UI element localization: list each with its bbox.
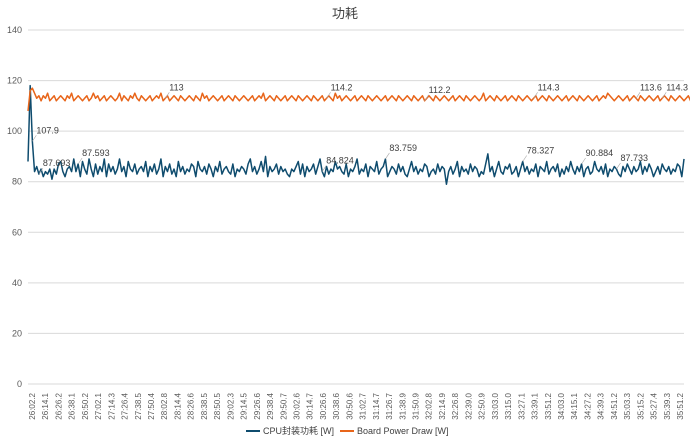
data-labels: 107.9 87.693 87.593 84.824 83.759 78.327 90.88…: [32, 82, 688, 175]
data-label-leader: [77, 157, 83, 165]
x-tick-label: 32:02.8: [425, 392, 434, 419]
x-tick-label: 27:14.3: [107, 392, 116, 419]
y-tick-label: 100: [7, 126, 22, 136]
x-tick-label: 34:27.2: [583, 392, 592, 419]
data-label-leader: [321, 165, 327, 172]
legend-label-1: Board Power Draw [W]: [357, 426, 449, 436]
x-tick-label: 32:50.9: [478, 392, 487, 419]
x-tick-label: 34:03.0: [557, 392, 566, 419]
x-tick-label: 27:02.1: [94, 392, 103, 419]
y-tick-label: 20: [12, 328, 22, 338]
x-tick-label: 33:15.0: [504, 392, 513, 419]
x-tick-label: 33:27.1: [517, 392, 526, 419]
data-label-leader: [635, 92, 641, 99]
x-tick-label: 33:39.1: [531, 392, 540, 419]
x-tick-label: 29:02.3: [226, 392, 235, 419]
data-label: 113: [169, 82, 183, 92]
x-tick-label: 33:03.0: [491, 392, 500, 419]
x-tick-label: 27:38.5: [134, 392, 143, 419]
x-tick-label: 35:03.3: [623, 392, 632, 419]
x-tick-label: 34:15.1: [570, 392, 579, 419]
y-tick-label: 60: [12, 227, 22, 237]
x-tick-label: 29:14.5: [240, 392, 249, 419]
data-label: 83.759: [389, 143, 417, 153]
data-label-leader: [326, 92, 331, 99]
x-tick-label: 33:51.2: [544, 392, 553, 419]
x-tick-label: 32:14.9: [438, 392, 447, 419]
x-tick-label: 30:14.7: [306, 392, 315, 419]
x-tick-label: 26:02.2: [28, 392, 37, 419]
x-tick-label: 28:14.4: [173, 392, 182, 419]
x-tick-label: 32:39.0: [464, 392, 473, 419]
data-label: 84.824: [326, 156, 354, 166]
data-label: 112.2: [429, 85, 451, 95]
data-label-leader: [424, 94, 429, 101]
x-tick-label: 28:26.6: [187, 392, 196, 419]
data-label-leader: [522, 155, 527, 162]
data-label: 90.884: [586, 148, 614, 158]
x-tick-label: 30:02.6: [292, 392, 301, 419]
x-tick-label: 31:38.9: [398, 392, 407, 419]
data-label: 114.3: [538, 82, 560, 92]
x-axis: 26:02.2 26:14.1 26:26.2 26:38.1 26:50.2 27:02…: [28, 392, 685, 419]
series-lines: [27, 84, 690, 185]
y-tick-label: 80: [12, 177, 22, 187]
x-tick-label: 31:02.7: [359, 392, 368, 419]
x-tick-label: 28:38.5: [200, 392, 209, 419]
x-tick-label: 31:14.7: [372, 392, 381, 419]
data-label: 87.593: [82, 148, 110, 158]
data-label: 87.693: [43, 158, 71, 168]
x-tick-label: 35:27.4: [650, 392, 659, 419]
x-tick-label: 31:26.7: [385, 392, 394, 419]
y-axis: 0 20 40 60 80 100 120 140: [7, 25, 22, 389]
y-tick-label: 0: [17, 379, 22, 389]
data-label: 114.3: [666, 82, 688, 92]
x-tick-label: 28:50.5: [213, 392, 222, 419]
series-line-0: [27, 84, 685, 185]
y-tick-label: 140: [7, 25, 22, 35]
data-label-leader: [32, 135, 37, 142]
legend-label-0: CPU封装功耗 [W]: [263, 425, 334, 436]
data-label: 87.733: [620, 153, 648, 163]
x-tick-label: 26:14.1: [41, 392, 50, 419]
legend: CPU封装功耗 [W] Board Power Draw [W]: [246, 425, 449, 436]
data-label-leader: [581, 157, 586, 165]
chart-title: 功耗: [332, 6, 358, 21]
data-label: 113.6: [640, 82, 662, 92]
series-line-1: [27, 87, 690, 111]
x-tick-label: 34:51.2: [610, 392, 619, 419]
x-tick-label: 30:50.6: [345, 392, 354, 419]
data-label-leader: [616, 162, 621, 170]
x-tick-label: 30:38.6: [332, 392, 341, 419]
x-tick-label: 32:26.8: [451, 392, 460, 419]
x-tick-label: 35:15.2: [636, 392, 645, 419]
x-tick-label: 28:02.8: [160, 392, 169, 419]
data-label-leader: [385, 152, 390, 160]
x-tick-label: 27:50.4: [147, 392, 156, 419]
x-tick-label: 26:50.2: [81, 392, 90, 419]
data-label-leader: [38, 167, 44, 175]
x-tick-label: 29:26.6: [253, 392, 262, 419]
x-tick-label: 26:26.2: [54, 392, 63, 419]
data-label-leader: [661, 92, 667, 99]
data-label-leader: [165, 92, 170, 99]
x-tick-label: 31:50.9: [412, 392, 421, 419]
data-label: 114.2: [331, 82, 353, 92]
x-tick-label: 34:39.3: [597, 392, 606, 419]
x-tick-label: 35:51.2: [676, 392, 685, 419]
x-tick-label: 29:38.4: [266, 392, 275, 419]
x-tick-label: 30:26.6: [319, 392, 328, 419]
x-tick-label: 26:38.1: [68, 392, 77, 419]
x-tick-label: 29:50.7: [279, 392, 288, 419]
y-tick-label: 40: [12, 278, 22, 288]
data-label: 107.9: [36, 125, 59, 135]
gridlines: [28, 29, 684, 385]
data-label: 78.327: [527, 145, 555, 155]
x-tick-label: 27:26.4: [121, 392, 130, 419]
x-tick-label: 35:39.3: [663, 392, 672, 419]
data-label-leader: [533, 92, 538, 99]
y-tick-label: 120: [7, 76, 22, 86]
